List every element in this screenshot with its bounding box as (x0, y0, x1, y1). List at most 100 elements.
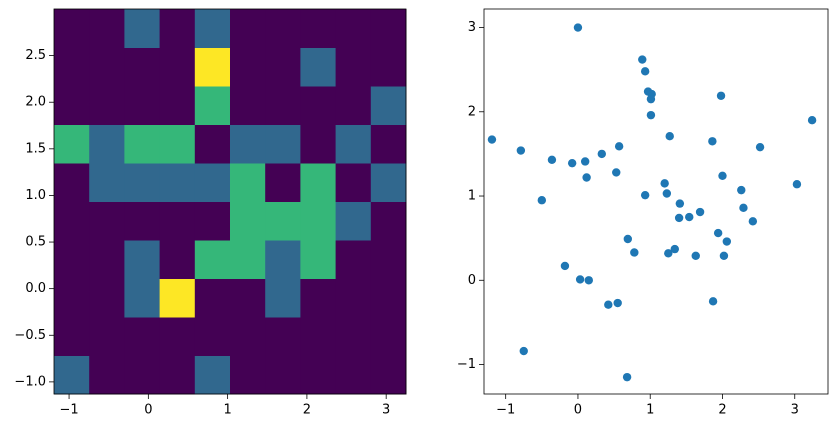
hist-cell (335, 124, 372, 164)
hist-cell (265, 47, 301, 87)
hist-cell (230, 124, 266, 164)
y-tick-label: −1 (457, 357, 476, 372)
point (575, 275, 585, 284)
hist-cell (54, 278, 90, 318)
point (623, 234, 633, 244)
hist-cell (159, 124, 196, 164)
x-tick-label: −1 (496, 403, 515, 418)
y-tick-label: 2.5 (25, 48, 46, 63)
hist-cell (89, 124, 125, 164)
y-tick-label: 0.5 (25, 235, 46, 250)
point (612, 168, 621, 177)
hist-cell (370, 240, 407, 279)
y-tick-label: 0 (468, 273, 476, 288)
point (755, 142, 765, 152)
hist-cell (159, 317, 196, 356)
hist-cell (300, 355, 337, 395)
hist-cell (370, 278, 407, 318)
point (646, 94, 656, 104)
hist-cell (335, 317, 372, 356)
hist-cell (194, 355, 231, 395)
hist-cell (300, 124, 337, 164)
point (674, 213, 684, 223)
point (640, 67, 650, 76)
hist-cell (194, 9, 231, 48)
y-tick-label: 2 (468, 104, 476, 119)
hist-cell (265, 124, 301, 164)
hist-cell (300, 163, 337, 202)
axes: −1 0 1 2 3 −1 0 1 2 3 (457, 8, 829, 418)
point (640, 190, 650, 200)
hist-cell (335, 47, 372, 87)
hist-cell (335, 278, 372, 318)
hist-cell (230, 278, 266, 318)
hist-cell (335, 86, 372, 125)
point (722, 237, 732, 246)
axes-frame (53, 8, 407, 395)
hist-cell (124, 47, 161, 87)
hist-cell (159, 86, 196, 125)
point (662, 189, 672, 198)
hist-cell (335, 201, 372, 241)
point (537, 196, 547, 205)
hist-cell (54, 47, 90, 87)
hist-cell (159, 47, 196, 87)
hist-cell (370, 47, 407, 87)
hist-cell (230, 9, 266, 48)
x-tick-label: 1 (646, 403, 654, 418)
hist-cell (230, 355, 266, 395)
point (718, 171, 727, 181)
point (675, 199, 685, 208)
hist-cell (230, 86, 266, 125)
hist-cell (265, 9, 301, 48)
point (664, 249, 673, 258)
hist-cell (265, 201, 301, 241)
x-tick-label: 3 (791, 403, 799, 418)
point (719, 251, 729, 261)
point (582, 173, 591, 182)
hist-cell (300, 317, 337, 356)
hist-cell (124, 278, 161, 318)
y-tick-label: 3 (468, 20, 476, 35)
hist-cell (370, 9, 407, 48)
hist-cell (89, 317, 125, 356)
point (737, 185, 746, 195)
point (560, 261, 570, 271)
y-tick-label: 1.5 (25, 141, 46, 156)
hist-cell (89, 240, 125, 279)
hist-cell (335, 240, 372, 279)
hist-cell (194, 47, 231, 87)
hist-cell (230, 163, 266, 202)
point (646, 110, 656, 120)
point (665, 132, 674, 141)
hist-cell (159, 163, 196, 202)
y-tick-label: 0.0 (25, 281, 46, 296)
point (691, 251, 700, 261)
hist-cell (89, 355, 125, 395)
point (573, 23, 583, 32)
hist-cell (265, 355, 301, 395)
axes: −1 0 1 2 3 −1.0 −0.5 0.0 0.5 1.0 1.5 2.0 2.5 (14, 8, 407, 418)
point (685, 212, 694, 222)
hist-cell (54, 201, 90, 241)
point (670, 244, 679, 254)
hist-cell (54, 124, 90, 164)
point (567, 158, 577, 168)
hist-cell (300, 278, 337, 318)
hist-cell (230, 201, 266, 241)
point (580, 157, 590, 166)
hist-cell (194, 163, 231, 202)
hist-cell (335, 163, 372, 202)
axes-frame (483, 8, 829, 395)
hist-cell (370, 86, 407, 125)
x-tick-label: 1 (223, 403, 231, 418)
point (739, 203, 748, 213)
hist-cell (159, 9, 196, 48)
hist-cell (159, 355, 196, 395)
point (716, 91, 726, 100)
x-tick-label: 0 (574, 403, 582, 418)
hist-cell (54, 317, 90, 356)
hist-cell (89, 278, 125, 318)
hist-cell (335, 9, 372, 48)
hist-cell (300, 86, 337, 125)
